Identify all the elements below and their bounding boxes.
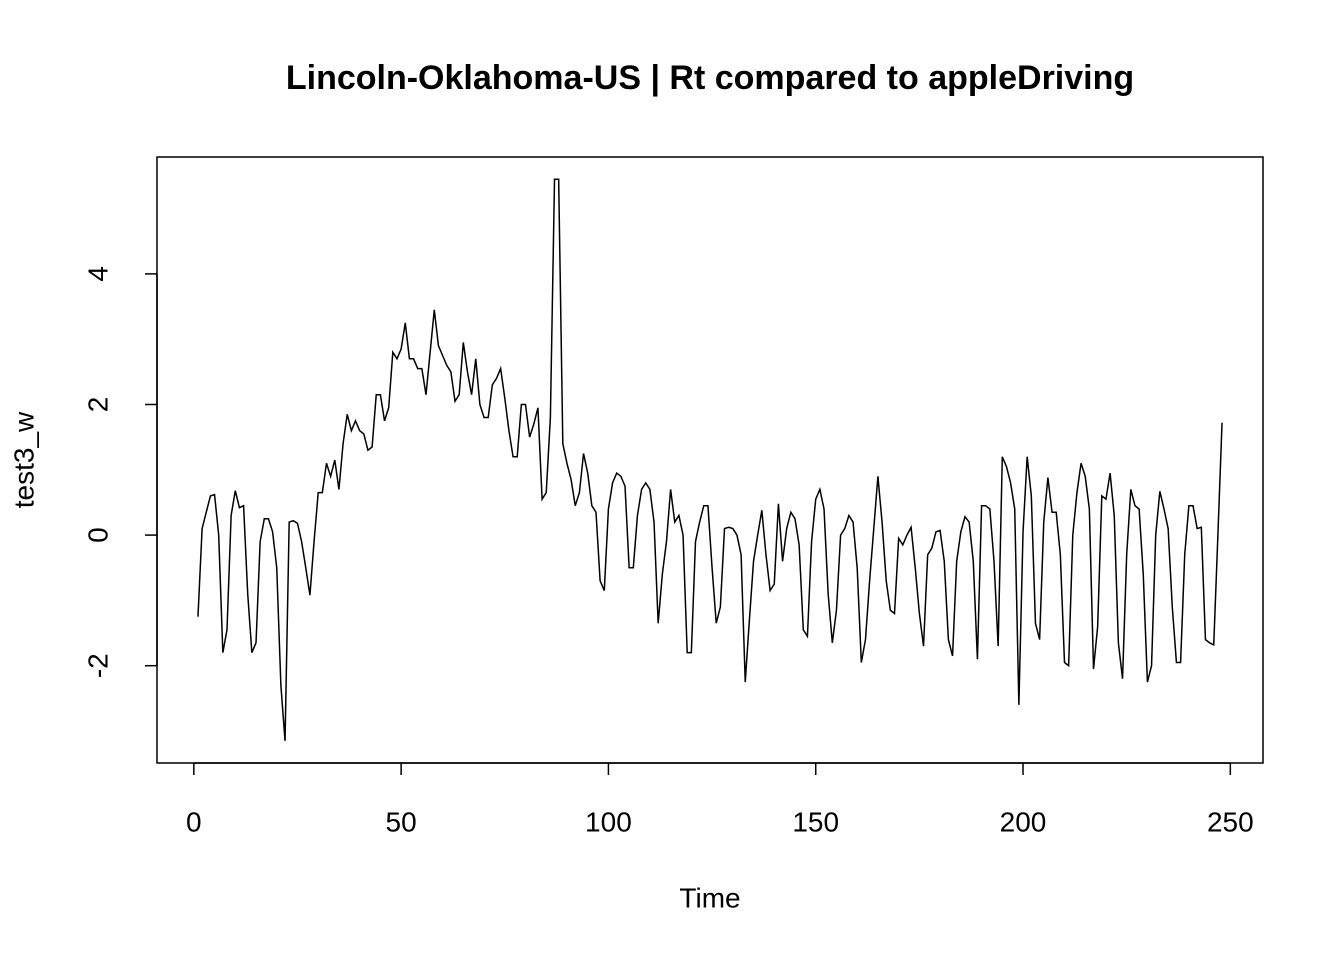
x-tick-label: 150 (792, 806, 839, 837)
x-axis-label: Time (679, 882, 740, 913)
x-tick-label: 0 (186, 806, 202, 837)
y-tick-label: 0 (82, 527, 113, 543)
series-line (197, 178, 1223, 741)
y-tick-label: 2 (82, 397, 113, 413)
y-tick-label: -2 (82, 653, 113, 678)
x-tick-label: 50 (386, 806, 417, 837)
x-tick-label: 200 (1000, 806, 1047, 837)
plot-box (156, 156, 1264, 764)
y-axis-label: test3_w (8, 411, 39, 508)
x-tick-label: 250 (1207, 806, 1254, 837)
chart-title: Lincoln-Oklahoma-US | Rt compared to app… (286, 59, 1134, 97)
y-tick-label: 4 (82, 266, 113, 282)
x-tick-label: 100 (585, 806, 632, 837)
